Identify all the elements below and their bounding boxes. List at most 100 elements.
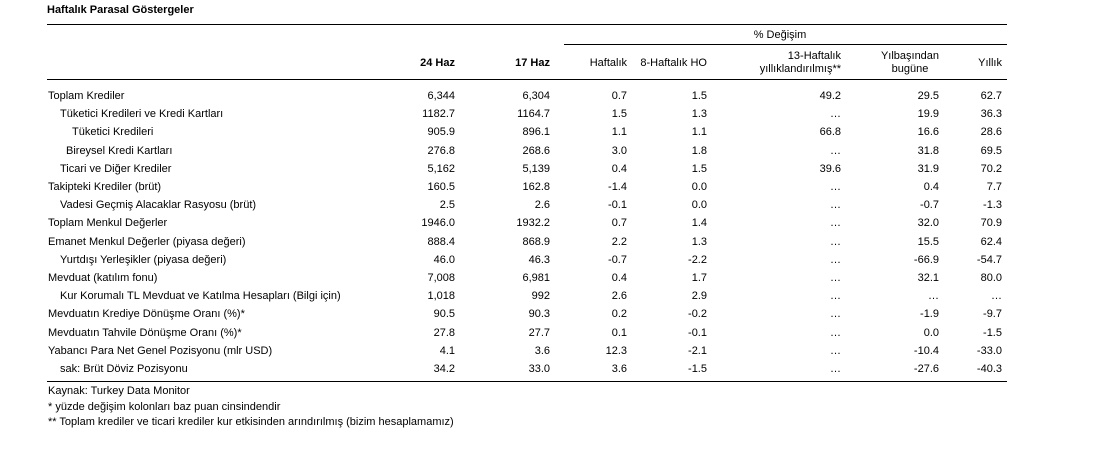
cell-v2: 5,139 xyxy=(522,163,550,175)
col-header-haftalik: Haftalık xyxy=(589,57,627,69)
row-label: Emanet Menkul Değerler (piyasa değeri) xyxy=(48,236,246,248)
cell-v1: 7,008 xyxy=(427,272,455,284)
cell-v2: 6,304 xyxy=(522,90,550,102)
col-header-13hafta-line1: 13-Haftalık xyxy=(787,50,841,62)
cell-y: -54.7 xyxy=(976,254,1002,266)
cell-w: 3.0 xyxy=(611,145,627,157)
pct-change-group-label: % Değişim xyxy=(753,29,807,41)
cell-w: 2.2 xyxy=(611,236,627,248)
cell-h8: 1.3 xyxy=(691,108,707,120)
bottom-rule xyxy=(47,381,1007,382)
cell-h13: … xyxy=(830,145,841,157)
cell-v1: 4.1 xyxy=(439,345,455,357)
cell-h13: 66.8 xyxy=(819,126,841,138)
cell-v2: 896.1 xyxy=(522,126,550,138)
row-label: Yabancı Para Net Genel Pozisyonu (mlr US… xyxy=(48,345,273,357)
cell-v1: 90.5 xyxy=(433,308,455,320)
cell-h13: … xyxy=(830,308,841,320)
cell-v2: 1164.7 xyxy=(517,108,550,120)
row-label: sak: Brüt Döviz Pozisyonu xyxy=(60,363,188,375)
cell-w: 0.2 xyxy=(611,308,627,320)
col-header-24haz: 24 Haz xyxy=(420,57,455,69)
cell-v1: 160.5 xyxy=(427,181,455,193)
row-label: Yurtdışı Yerleşikler (piyasa değeri) xyxy=(60,254,227,266)
cell-y: 36.3 xyxy=(980,108,1002,120)
cell-h13: 39.6 xyxy=(819,163,841,175)
row-label: Kur Korumalı TL Mevduat ve Katılma Hesap… xyxy=(60,290,341,302)
col-header-ytd-line1: Yılbaşından xyxy=(880,50,940,62)
cell-y: -1.3 xyxy=(983,199,1002,211)
footnote-1: * yüzde değişim kolonları baz puan cinsi… xyxy=(48,401,281,413)
cell-h8: 1.5 xyxy=(691,163,707,175)
cell-v1: 27.8 xyxy=(433,327,455,339)
cell-ytd: 16.6 xyxy=(917,126,939,138)
cell-h8: 1.1 xyxy=(691,126,707,138)
cell-v2: 868.9 xyxy=(522,236,550,248)
row-label: Takipteki Krediler (brüt) xyxy=(48,181,162,193)
cell-h8: -0.2 xyxy=(688,308,707,320)
cell-y: -9.7 xyxy=(983,308,1002,320)
cell-v1: 46.0 xyxy=(433,254,455,266)
cell-ytd: 0.0 xyxy=(923,327,939,339)
cell-h13: … xyxy=(830,272,841,284)
cell-h13: … xyxy=(830,327,841,339)
cell-w: 1.5 xyxy=(611,108,627,120)
cell-v2: 1932.2 xyxy=(516,217,550,229)
col-header-13hafta-line2: yıllıklandırılmış** xyxy=(759,63,841,75)
cell-h8: -1.5 xyxy=(688,363,707,375)
cell-h13: … xyxy=(830,181,841,193)
cell-v1: 1,018 xyxy=(427,290,455,302)
cell-w: 3.6 xyxy=(611,363,627,375)
col-header-17haz: 17 Haz xyxy=(515,57,550,69)
cell-y: 28.6 xyxy=(980,126,1002,138)
cell-h13: … xyxy=(830,254,841,266)
row-label: Mevduat (katılım fonu) xyxy=(48,272,158,284)
cell-h8: 2.9 xyxy=(691,290,707,302)
cell-y: … xyxy=(991,290,1002,302)
col-header-yillik: Yıllık xyxy=(978,57,1002,69)
row-label: Tüketici Kredileri xyxy=(72,126,154,138)
cell-y: 70.9 xyxy=(980,217,1002,229)
row-label: Vadesi Geçmiş Alacaklar Rasyosu (brüt) xyxy=(60,199,257,211)
cell-h8: -0.1 xyxy=(688,327,707,339)
cell-w: 12.3 xyxy=(605,345,627,357)
cell-v1: 905.9 xyxy=(427,126,455,138)
col-header-ytd-line2: bugüne xyxy=(891,63,929,75)
cell-h8: 1.8 xyxy=(691,145,707,157)
cell-v1: 1946.0 xyxy=(421,217,455,229)
cell-v2: 27.7 xyxy=(528,327,550,339)
row-label: Mevduatın Krediye Dönüşme Oranı (%)* xyxy=(48,308,245,320)
cell-ytd: 32.1 xyxy=(917,272,939,284)
cell-y: 70.2 xyxy=(980,163,1002,175)
cell-v2: 268.6 xyxy=(522,145,550,157)
row-label: Mevduatın Tahvile Dönüşme Oranı (%)* xyxy=(48,327,242,339)
row-label: Ticari ve Diğer Krediler xyxy=(60,163,172,175)
cell-v1: 888.4 xyxy=(427,236,455,248)
cell-h8: 1.4 xyxy=(691,217,707,229)
page-title: Haftalık Parasal Göstergeler xyxy=(47,4,194,16)
cell-v2: 6,981 xyxy=(522,272,550,284)
cell-y: -33.0 xyxy=(976,345,1002,357)
footnote-2: ** Toplam krediler ve ticari krediler ku… xyxy=(48,416,454,428)
cell-h13: … xyxy=(830,345,841,357)
cell-h13: … xyxy=(830,199,841,211)
cell-w: 0.4 xyxy=(611,272,627,284)
cell-ytd: -66.9 xyxy=(913,254,939,266)
cell-y: 62.7 xyxy=(980,90,1002,102)
cell-v1: 2.5 xyxy=(439,199,455,211)
cell-h8: 1.5 xyxy=(691,90,707,102)
group-rule xyxy=(564,44,1007,45)
header-rule xyxy=(47,79,1007,80)
cell-v2: 33.0 xyxy=(528,363,550,375)
cell-y: 7.7 xyxy=(986,181,1002,193)
cell-v1: 5,162 xyxy=(427,163,455,175)
cell-h8: 0.0 xyxy=(691,199,707,211)
cell-ytd: 31.8 xyxy=(917,145,939,157)
top-rule xyxy=(47,24,1007,25)
cell-h13: … xyxy=(830,363,841,375)
cell-w: 1.1 xyxy=(611,126,627,138)
footnote-source: Kaynak: Turkey Data Monitor xyxy=(48,385,190,397)
cell-ytd: 32.0 xyxy=(917,217,939,229)
cell-ytd: 15.5 xyxy=(917,236,939,248)
cell-h8: 1.7 xyxy=(691,272,707,284)
